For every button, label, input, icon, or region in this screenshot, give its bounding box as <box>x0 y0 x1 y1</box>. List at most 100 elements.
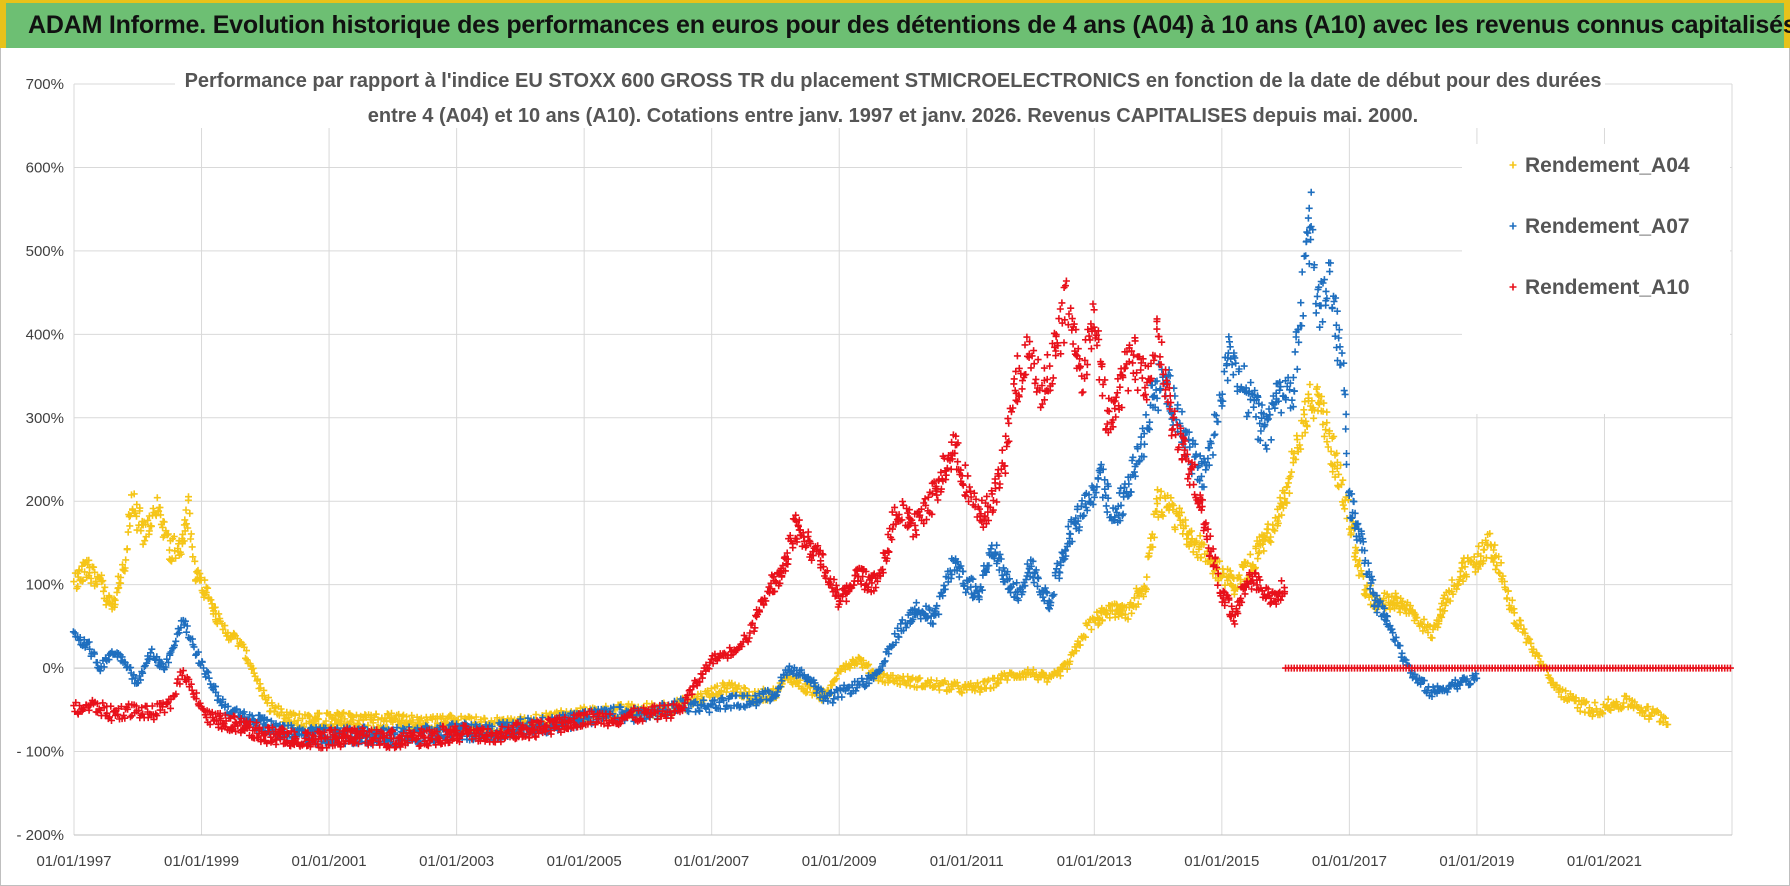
data-point <box>1413 614 1421 621</box>
data-point <box>1288 468 1295 476</box>
report-banner: ADAM Informe. Evolution historique des p… <box>0 0 1790 48</box>
data-point <box>1271 527 1279 535</box>
data-point <box>265 694 272 702</box>
data-point <box>172 554 180 562</box>
data-point <box>1423 687 1431 694</box>
data-point <box>1508 596 1516 604</box>
data-point <box>1062 552 1070 560</box>
data-point <box>807 540 815 548</box>
data-point <box>639 717 647 725</box>
data-point <box>1318 393 1325 400</box>
data-point <box>322 717 330 725</box>
y-tick-label: 300% <box>26 410 64 427</box>
data-point <box>681 699 689 707</box>
data-point <box>1141 584 1149 592</box>
data-point <box>1232 359 1240 367</box>
data-point <box>388 709 395 717</box>
data-point <box>1185 428 1193 436</box>
data-point <box>1322 287 1330 295</box>
data-point <box>1277 409 1285 417</box>
data-point <box>1290 449 1298 457</box>
data-point <box>1023 560 1031 568</box>
data-point <box>610 703 618 711</box>
data-points <box>69 188 1734 752</box>
data-point <box>141 537 149 545</box>
data-point <box>1295 338 1303 346</box>
data-point <box>793 678 801 686</box>
data-point <box>1620 699 1628 707</box>
data-point <box>1524 634 1532 642</box>
data-point <box>85 706 93 714</box>
banner-title: ADAM Informe. Evolution historique des p… <box>28 11 1790 39</box>
data-point <box>1140 430 1148 438</box>
data-point <box>1326 268 1334 276</box>
y-tick-label: 200% <box>26 493 64 510</box>
data-point <box>1545 674 1553 682</box>
x-tick-label: 01/01/2001 <box>292 853 367 870</box>
data-point <box>371 734 379 742</box>
data-point <box>1302 417 1310 425</box>
data-point <box>180 537 188 545</box>
data-point <box>1009 580 1017 588</box>
data-point <box>1376 597 1384 605</box>
data-point <box>74 710 82 718</box>
data-point <box>118 653 126 661</box>
data-point <box>877 666 885 674</box>
data-point <box>435 734 443 742</box>
data-point <box>829 699 837 707</box>
x-tick-label: 01/01/2021 <box>1567 853 1642 870</box>
data-point <box>696 678 704 686</box>
data-point <box>174 675 182 683</box>
data-point <box>202 713 210 721</box>
data-point <box>1352 556 1360 564</box>
data-point <box>1099 465 1107 473</box>
data-point <box>958 689 966 697</box>
data-point <box>304 729 312 736</box>
data-point <box>1424 629 1432 636</box>
data-point <box>372 710 380 718</box>
data-point <box>1429 683 1437 691</box>
data-point <box>1167 494 1175 502</box>
data-point <box>256 723 264 731</box>
data-point <box>101 583 109 591</box>
data-point <box>1386 605 1394 613</box>
data-point <box>705 665 713 673</box>
data-point <box>1224 376 1232 384</box>
data-point <box>1562 687 1570 695</box>
data-point <box>1335 470 1343 478</box>
data-point <box>1333 465 1341 472</box>
data-point <box>404 739 412 747</box>
data-point <box>1263 445 1271 453</box>
data-point <box>1323 419 1331 427</box>
data-point <box>248 665 256 673</box>
data-point <box>1334 482 1342 490</box>
data-point <box>126 512 134 520</box>
data-point <box>755 606 763 614</box>
data-point <box>1223 362 1230 369</box>
x-tick-label: 01/01/2019 <box>1439 853 1514 870</box>
data-point <box>1348 514 1356 522</box>
data-point <box>693 682 701 690</box>
data-point <box>341 715 349 723</box>
data-point <box>1298 268 1306 276</box>
data-point <box>1103 508 1111 516</box>
data-point <box>1130 594 1138 602</box>
data-point <box>1182 427 1190 435</box>
data-point <box>424 742 432 750</box>
data-point <box>969 594 977 602</box>
data-point <box>1261 421 1269 429</box>
data-point <box>1184 475 1192 483</box>
data-point <box>894 624 902 632</box>
data-point <box>107 702 115 710</box>
data-point <box>516 715 524 723</box>
data-point <box>75 566 83 574</box>
data-point <box>1068 538 1076 545</box>
data-point <box>1249 391 1257 399</box>
data-point <box>778 677 786 685</box>
data-point <box>587 718 595 726</box>
data-point <box>1288 396 1296 404</box>
data-point <box>70 578 78 586</box>
data-point <box>363 731 371 739</box>
data-point <box>86 645 94 653</box>
data-point <box>1324 443 1332 451</box>
